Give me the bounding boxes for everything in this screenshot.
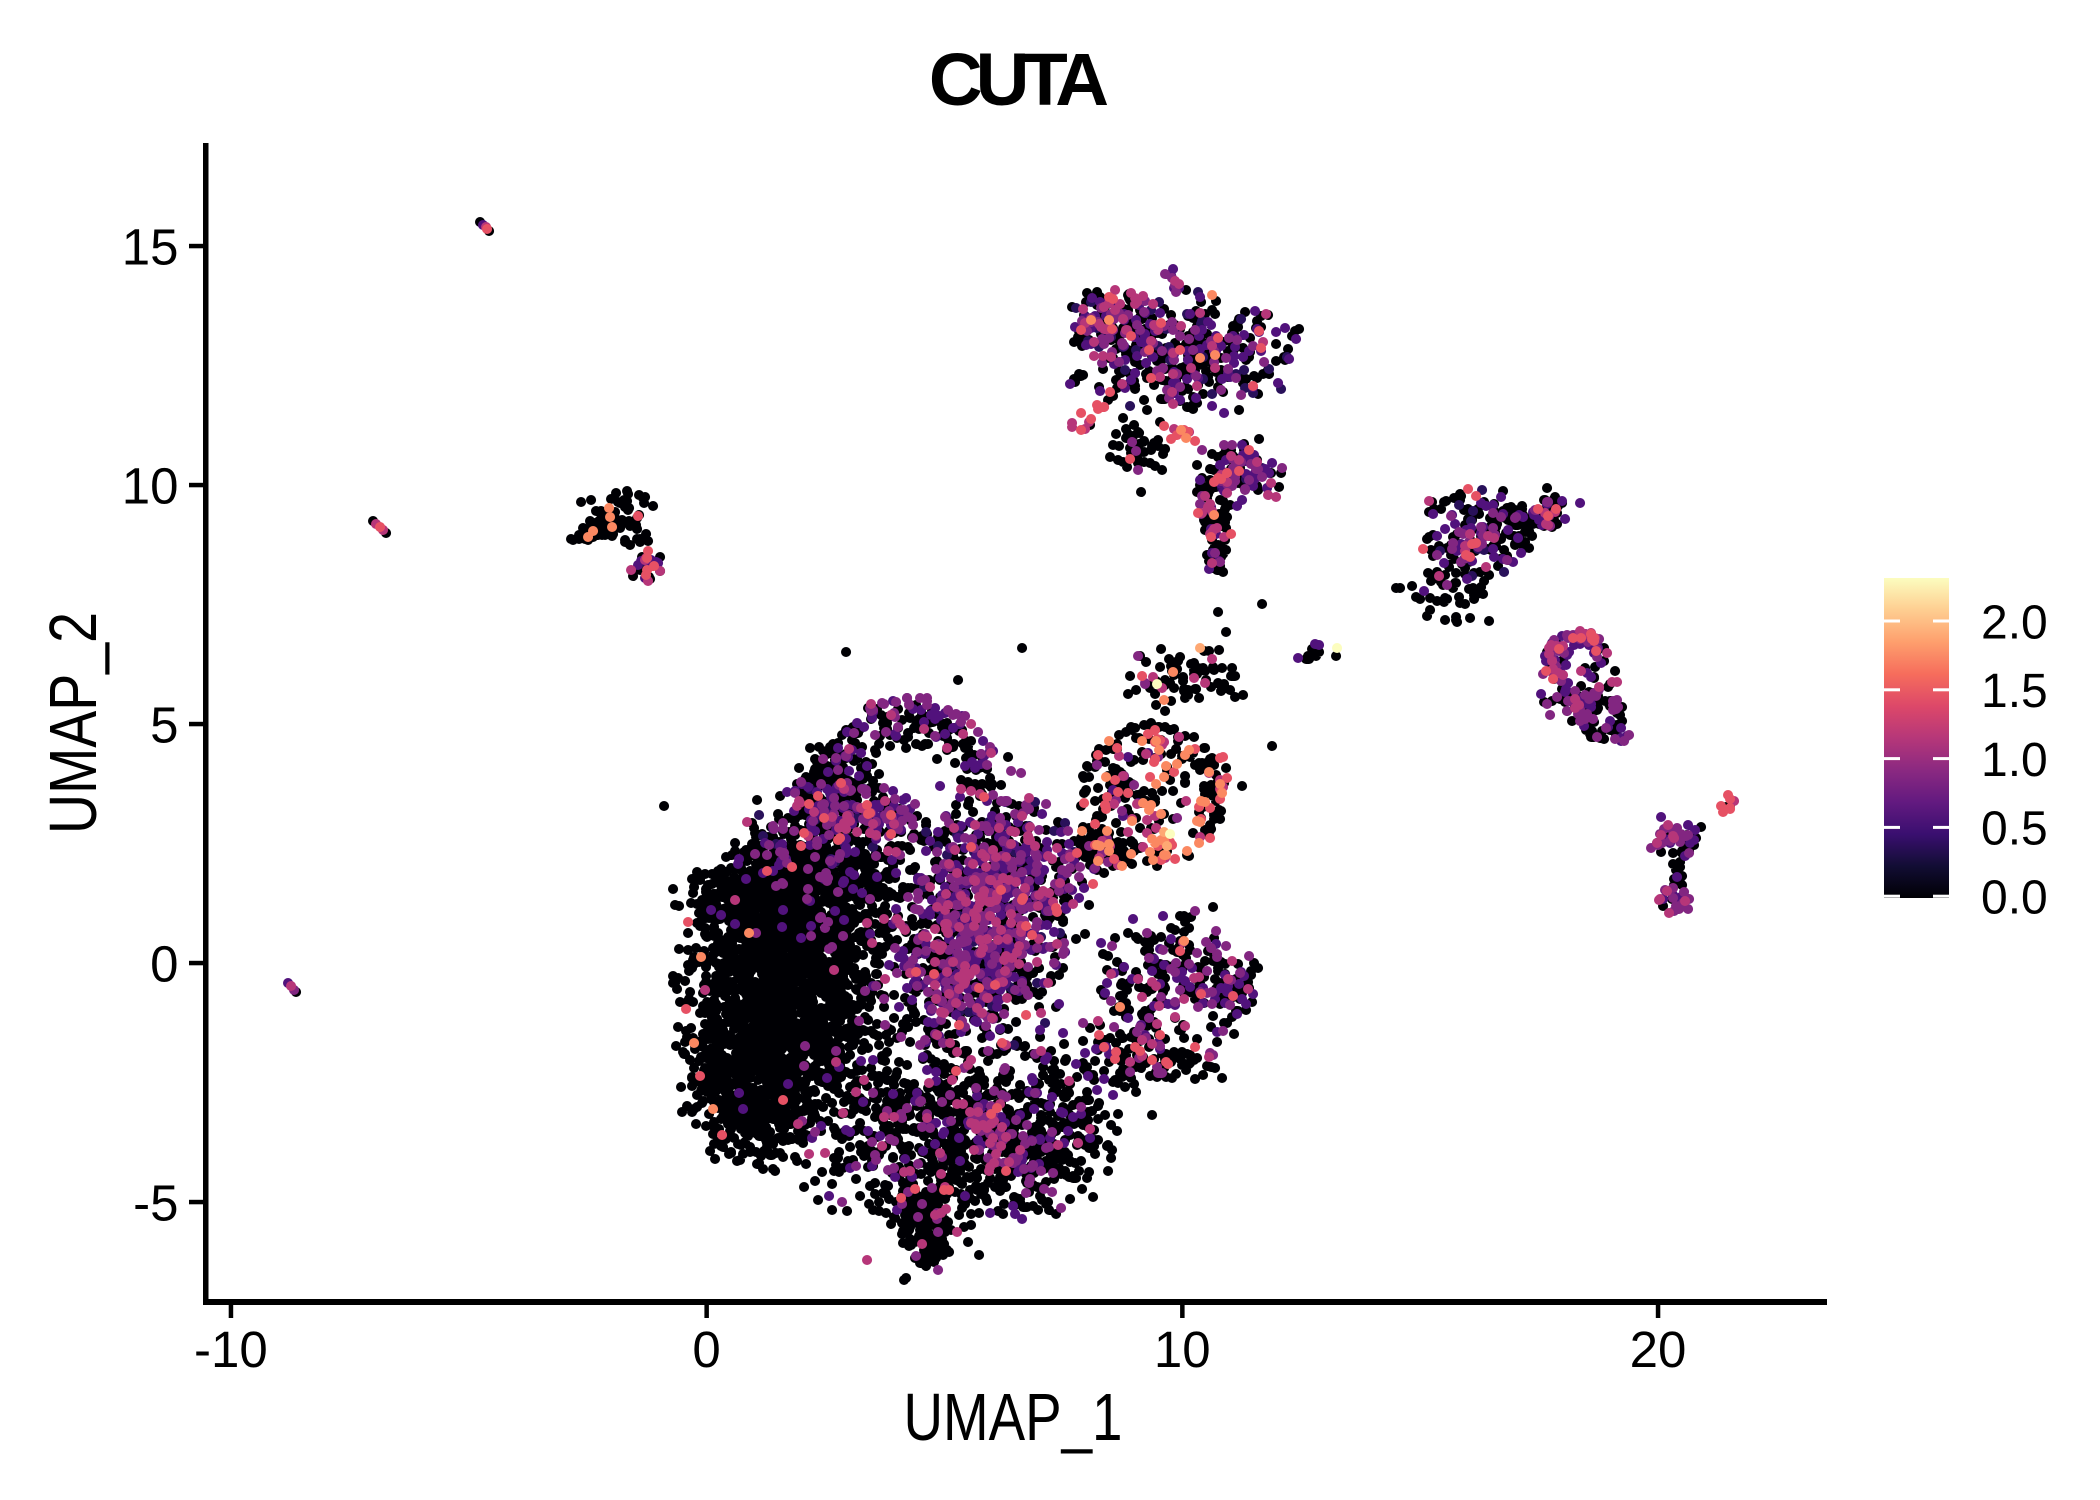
svg-text:-10: -10 (194, 1321, 268, 1378)
svg-text:1.0: 1.0 (1981, 734, 2048, 787)
svg-text:15: 15 (122, 218, 179, 275)
svg-text:CUTA: CUTA (929, 38, 1107, 121)
svg-text:0.5: 0.5 (1981, 803, 2048, 856)
svg-text:0: 0 (150, 935, 178, 992)
svg-text:0: 0 (692, 1321, 720, 1378)
svg-text:10: 10 (1154, 1321, 1211, 1378)
svg-text:0.0: 0.0 (1981, 871, 2048, 924)
svg-text:UMAP_1: UMAP_1 (904, 1380, 1123, 1455)
svg-text:-5: -5 (133, 1174, 178, 1231)
svg-text:20: 20 (1630, 1321, 1687, 1378)
svg-text:1.5: 1.5 (1981, 665, 2048, 718)
svg-text:2.0: 2.0 (1981, 596, 2048, 649)
svg-text:5: 5 (150, 696, 178, 753)
svg-text:UMAP_2: UMAP_2 (36, 612, 111, 834)
svg-text:10: 10 (122, 457, 179, 514)
